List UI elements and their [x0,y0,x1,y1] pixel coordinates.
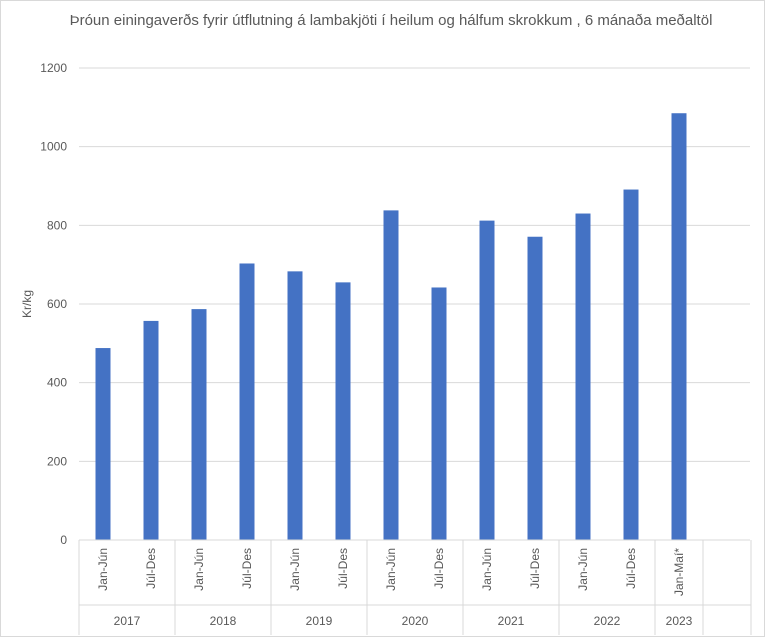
bar [239,263,255,540]
bar [431,287,447,540]
x-tick-label: Jan-Maí* [672,548,686,596]
x-tick-label: Jan-Jún [192,548,206,591]
y-axis-label: Kr/kg [20,290,34,318]
y-tick-label: 0 [60,533,67,547]
bar [191,309,207,540]
chart-title: Þróun einingaverðs fyrir útflutning á la… [69,12,713,29]
bar [143,320,159,540]
x-tick-label: Júl-Des [528,548,542,589]
year-label: 2022 [594,614,621,628]
bar [95,348,111,540]
bar [383,210,399,541]
x-tick-label: Júl-Des [432,548,446,589]
year-label: 2018 [210,614,237,628]
x-tick-label: Jan-Jún [96,548,110,591]
y-tick-label: 800 [47,218,67,232]
y-tick-label: 1000 [40,140,67,154]
bar [623,189,639,541]
bar [575,213,591,541]
y-tick-label: 400 [47,376,67,390]
x-tick-label: Júl-Des [144,548,158,589]
year-label: 2020 [402,614,429,628]
x-tick-label: Júl-Des [624,548,638,589]
x-tick-label: Jan-Jún [384,548,398,591]
x-tick-label: Jan-Jún [480,548,494,591]
x-tick-label: Júl-Des [336,548,350,589]
bar [335,282,351,540]
x-tick-label: Jan-Jún [576,548,590,591]
y-tick-label: 600 [47,297,67,311]
year-label: 2023 [666,614,693,628]
year-label: 2019 [306,614,333,628]
bar [527,236,543,541]
y-tick-label: 200 [47,454,67,468]
y-tick-label: 1200 [40,61,67,75]
bar [287,271,303,540]
x-tick-label: Jan-Jún [288,548,302,591]
x-tick-label: Júl-Des [240,548,254,589]
bar [479,220,495,540]
year-label: 2017 [114,614,141,628]
bar [671,113,687,540]
year-label: 2021 [498,614,525,628]
